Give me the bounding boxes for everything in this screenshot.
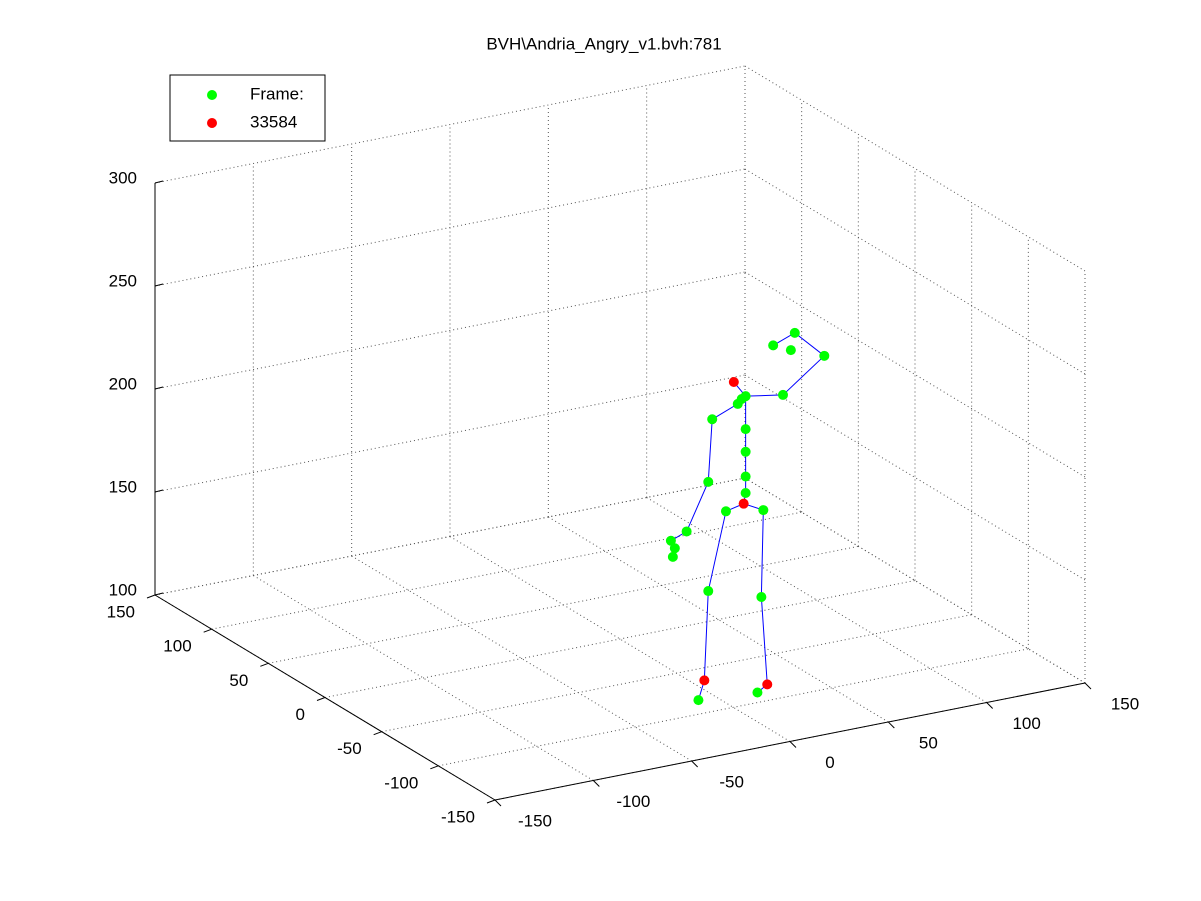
z-tick	[154, 386, 164, 390]
y-tick	[486, 799, 496, 804]
joint-marker	[703, 586, 714, 597]
joint-marker	[740, 471, 751, 482]
y-tick	[373, 731, 382, 736]
z-tick	[154, 592, 164, 596]
grid-line	[154, 374, 746, 493]
grid-line	[154, 271, 746, 390]
z-tick-label: 150	[109, 477, 137, 496]
x-tick	[592, 780, 600, 787]
legend-marker	[207, 90, 217, 100]
joint-marker	[762, 679, 773, 690]
chart-title: BVH\Andria_Angry_v1.bvh:781	[486, 34, 721, 53]
x-tick-label: 0	[825, 753, 834, 772]
joint-marker	[740, 487, 751, 498]
y-tick-label: 0	[296, 705, 305, 724]
legend-box	[169, 74, 326, 142]
y-tick	[203, 628, 212, 633]
joint-marker	[789, 327, 800, 338]
joint-marker	[667, 551, 678, 562]
joint-marker	[785, 345, 796, 356]
y-tick	[430, 765, 439, 770]
joint-marker	[740, 446, 751, 457]
axes: -150 -100 -50 0 50 100 150 -150 -100 -50 0 50 100 150…	[107, 168, 1140, 830]
joint-marker	[703, 476, 714, 487]
legend-label: Frame:	[250, 84, 304, 103]
z-tick	[154, 180, 164, 184]
joint-marker	[728, 377, 739, 388]
joint-marker	[768, 340, 779, 351]
joint-marker	[758, 505, 769, 516]
x-tick	[691, 760, 699, 768]
x-tick-label: 100	[1012, 714, 1040, 733]
joint-marker	[665, 535, 676, 546]
joint-marker	[778, 389, 788, 400]
y-tick	[260, 662, 269, 667]
z-tick-label: 250	[109, 271, 137, 290]
joint-marker	[752, 687, 763, 698]
joint-marker	[738, 498, 749, 509]
z-tick-label: 200	[109, 374, 137, 393]
grid-line	[381, 614, 972, 733]
y-tick	[316, 697, 326, 701]
grid-line	[438, 648, 1029, 767]
y-tick-label: -150	[441, 807, 475, 826]
x-tick	[887, 721, 895, 729]
x-tick	[986, 702, 994, 709]
joint-marker	[732, 398, 743, 409]
joint-marker	[681, 526, 692, 537]
x-tick-label: -150	[518, 811, 552, 830]
grid-line	[211, 511, 802, 630]
x-tick-label: -100	[616, 792, 650, 811]
z-tick-label: 100	[109, 580, 137, 599]
joint-marker	[669, 543, 680, 554]
plot-area	[665, 327, 830, 706]
joint-marker	[740, 424, 751, 435]
joint-marker	[819, 350, 830, 361]
joint-marker	[699, 675, 710, 686]
y-tick-label: 150	[107, 602, 135, 621]
joint-marker	[740, 391, 751, 402]
grid-line	[324, 580, 916, 698]
legend-label: 33584	[250, 112, 297, 131]
y-tick-label: -50	[337, 739, 362, 758]
legend-marker	[207, 118, 217, 128]
x-tick	[1084, 682, 1092, 690]
x-tick-label: 150	[1111, 694, 1139, 713]
z-tick	[154, 283, 164, 287]
y-tick-label: 100	[163, 637, 191, 656]
joint-marker	[693, 695, 704, 706]
x-tick	[789, 741, 797, 748]
grid-line	[154, 65, 746, 184]
joint-marker	[720, 506, 731, 517]
x-tick-label: 50	[919, 733, 938, 752]
x-tick	[494, 799, 502, 807]
grid-line	[268, 545, 859, 664]
y-tick	[146, 594, 156, 599]
grid-line	[154, 477, 746, 596]
y-tick-label: -100	[384, 773, 418, 792]
joint-marker	[756, 591, 767, 602]
joint-marker	[707, 414, 718, 425]
legend: Frame: 33584	[169, 74, 326, 142]
z-tick	[154, 489, 164, 493]
z-tick-label: 300	[109, 168, 137, 187]
y-tick-label: 50	[229, 671, 248, 690]
x-tick-label: -50	[719, 772, 744, 791]
grid-line	[154, 168, 746, 287]
